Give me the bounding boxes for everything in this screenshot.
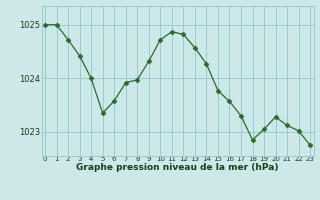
X-axis label: Graphe pression niveau de la mer (hPa): Graphe pression niveau de la mer (hPa) (76, 163, 279, 172)
